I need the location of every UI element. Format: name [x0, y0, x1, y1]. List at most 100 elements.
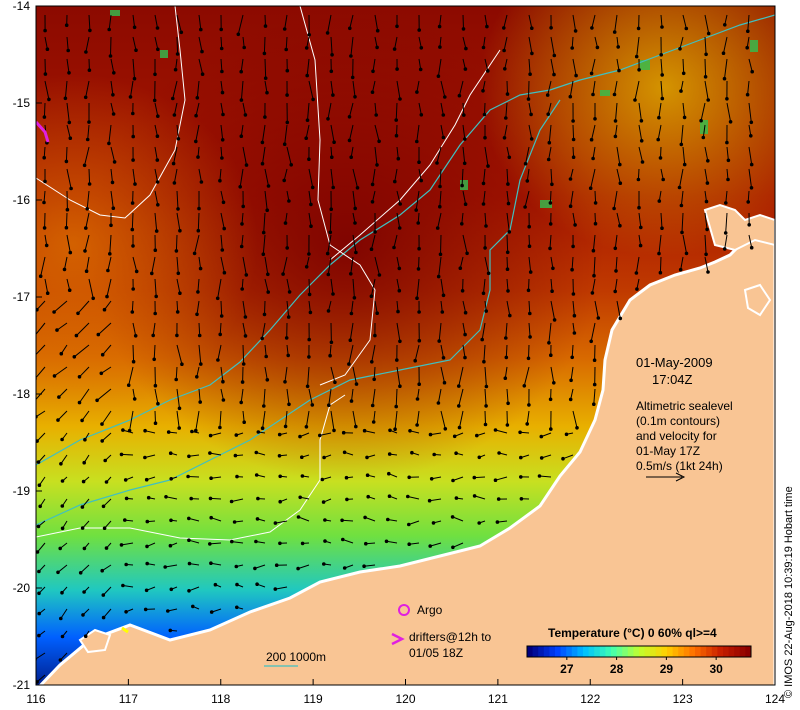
velocity-vector	[438, 322, 442, 342]
velocity-vector-head	[505, 92, 510, 96]
velocity-vector	[264, 366, 268, 380]
velocity-vector	[452, 516, 464, 522]
velocity-vector	[66, 124, 71, 139]
velocity-vector	[370, 278, 376, 297]
velocity-vector-head	[265, 378, 270, 382]
velocity-vector-head	[278, 499, 283, 504]
velocity-vector-head	[539, 434, 544, 439]
velocity-vector-head	[63, 96, 68, 101]
velocity-vector-head	[377, 273, 382, 277]
velocity-vector	[108, 14, 112, 30]
velocity-vector	[132, 36, 137, 51]
velocity-vector	[101, 410, 112, 425]
colorbar-tick-label: 28	[610, 662, 624, 676]
velocity-vector-head	[496, 497, 501, 501]
velocity-vector	[526, 410, 530, 424]
velocity-vector-head	[527, 244, 532, 248]
velocity-vector	[217, 344, 222, 361]
velocity-vector	[725, 212, 728, 233]
velocity-vector-head	[153, 421, 158, 426]
velocity-vector	[372, 58, 376, 72]
velocity-vector-head	[591, 156, 595, 161]
velocity-vector-head	[124, 562, 128, 567]
velocity-vector-head	[387, 494, 392, 499]
velocity-vector	[616, 168, 621, 184]
velocity-vector	[526, 168, 530, 181]
velocity-vector-head	[684, 26, 689, 31]
colorbar-segment	[588, 646, 595, 657]
velocity-vector	[636, 36, 640, 57]
velocity-vector-head	[111, 93, 115, 97]
velocity-vector	[418, 102, 422, 115]
velocity-vector	[195, 124, 200, 142]
velocity-vector	[506, 212, 510, 232]
velocity-vector	[284, 366, 288, 382]
colorbar-tick-label: 30	[709, 662, 723, 676]
velocity-vector-head	[396, 156, 401, 161]
velocity-vector-head	[99, 371, 104, 376]
velocity-vector	[572, 410, 578, 428]
velocity-vector-head	[154, 229, 159, 233]
velocity-vector	[220, 300, 223, 317]
velocity-vector	[372, 80, 376, 93]
velocity-vector-head	[658, 270, 663, 275]
velocity-vector-head	[243, 334, 248, 338]
velocity-vector	[396, 80, 401, 100]
velocity-vector-head	[388, 428, 392, 433]
velocity-vector-head	[102, 307, 107, 312]
velocity-vector-head	[213, 582, 218, 587]
velocity-vector-head	[370, 360, 374, 364]
velocity-vector	[506, 300, 511, 316]
velocity-vector-head	[394, 133, 399, 138]
velocity-vector	[614, 124, 618, 137]
velocity-vector-head	[657, 199, 662, 203]
velocity-vector-head	[308, 310, 313, 315]
velocity-vector-head	[614, 269, 618, 273]
velocity-vector-head	[373, 230, 377, 234]
velocity-vector-head	[482, 112, 487, 117]
velocity-vector	[483, 190, 486, 205]
velocity-vector	[748, 58, 753, 72]
velocity-vector-head	[527, 224, 532, 229]
velocity-vector-head	[131, 134, 135, 139]
velocity-vector	[591, 58, 596, 74]
velocity-vector	[86, 256, 90, 272]
velocity-vector-head	[618, 223, 622, 228]
velocity-vector-head	[255, 582, 259, 587]
velocity-vector-head	[132, 76, 137, 81]
velocity-vector-head	[506, 182, 510, 186]
velocity-vector-head	[124, 610, 128, 614]
velocity-vector-head	[477, 455, 482, 460]
velocity-vector-head	[77, 375, 82, 379]
velocity-vector-head	[549, 26, 553, 30]
velocity-vector-head	[612, 30, 617, 34]
sealevel-contour	[299, 6, 376, 386]
velocity-vector-head	[153, 311, 157, 316]
velocity-vector-head	[218, 332, 222, 337]
velocity-vector	[548, 146, 552, 160]
lat-tick-label: -21	[13, 678, 31, 692]
velocity-vector-head	[218, 425, 222, 430]
velocity-vector-head	[200, 72, 205, 76]
velocity-vector-head	[307, 355, 311, 359]
velocity-vector-head	[108, 252, 112, 256]
velocity-vector-head	[55, 328, 59, 332]
velocity-vector	[154, 388, 159, 404]
velocity-vector-head	[277, 432, 282, 437]
velocity-vector	[36, 300, 46, 311]
velocity-vector-head	[443, 95, 447, 99]
velocity-vector-head	[66, 48, 70, 53]
drifter-track-sw	[121, 626, 129, 634]
velocity-vector	[240, 58, 244, 72]
velocity-vector-head	[593, 221, 598, 226]
altimetry-line-5: 0.5m/s (1kt 24h)	[636, 459, 723, 473]
velocity-vector-head	[438, 252, 443, 257]
velocity-vector	[176, 278, 181, 294]
velocity-vector-head	[176, 207, 180, 211]
velocity-vector-head	[457, 404, 461, 408]
velocity-vector-head	[432, 452, 437, 457]
velocity-vector-head	[146, 495, 151, 500]
velocity-vector-head	[722, 76, 727, 81]
velocity-vector-head	[307, 33, 312, 37]
velocity-vector	[242, 344, 245, 365]
